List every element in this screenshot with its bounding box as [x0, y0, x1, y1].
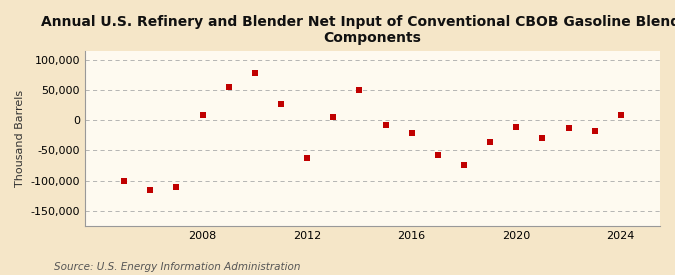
Text: Source: U.S. Energy Information Administration: Source: U.S. Energy Information Administ…: [54, 262, 300, 272]
Title: Annual U.S. Refinery and Blender Net Input of Conventional CBOB Gasoline Blendin: Annual U.S. Refinery and Blender Net Inp…: [40, 15, 675, 45]
Y-axis label: Thousand Barrels: Thousand Barrels: [15, 90, 25, 187]
